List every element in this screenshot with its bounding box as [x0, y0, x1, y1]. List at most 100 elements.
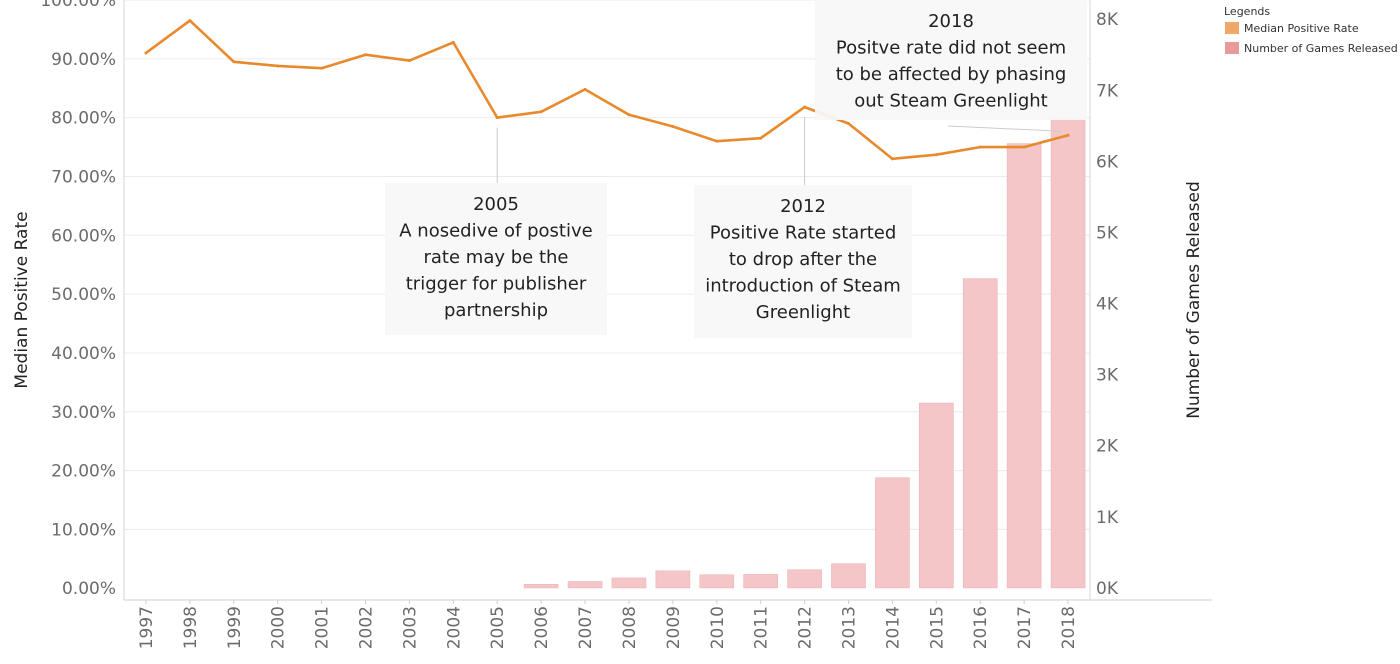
- line-point: [320, 66, 324, 70]
- line-point: [759, 136, 763, 140]
- x-tick-label: 2000: [269, 606, 289, 649]
- x-tick-label: 2018: [1059, 606, 1079, 649]
- annotation-text: Positve rate did not seem: [836, 38, 1066, 59]
- line-point: [451, 40, 455, 44]
- line-point: [144, 51, 148, 55]
- line-point: [1022, 145, 1026, 149]
- left-tick-label: 60.00%: [51, 226, 116, 246]
- annotation-text: introduction of Steam: [705, 276, 901, 297]
- right-tick-label: 5K: [1096, 223, 1119, 243]
- line-point: [407, 59, 411, 63]
- line-point: [890, 157, 894, 161]
- line-point: [188, 19, 192, 23]
- line-point: [934, 153, 938, 157]
- x-tick-label: 2005: [488, 606, 508, 649]
- annotation-text: to drop after the: [729, 249, 877, 270]
- annotation-text: A nosedive of postive: [399, 221, 592, 242]
- right-tick-label: 2K: [1096, 437, 1119, 457]
- right-tick-label: 3K: [1096, 366, 1119, 386]
- line-point: [364, 53, 367, 57]
- legend: Legends Median Positive Rate Number of Gam…: [1224, 5, 1398, 55]
- bar: [1050, 118, 1086, 589]
- annotation-box: [385, 183, 607, 335]
- bar: [611, 577, 647, 589]
- annotation-text: 2012: [780, 196, 826, 217]
- right-tick-label: 0K: [1096, 579, 1119, 599]
- x-tick-label: 2007: [576, 606, 596, 649]
- axes: 0.00% 10.00% 20.00% 30.00% 40.00% 50.00% 60.00…: [12, 0, 1212, 649]
- annotations: 2005 A nosedive of postive rate may be the…: [385, 0, 1087, 338]
- bar: [1006, 143, 1042, 589]
- right-tick-label: 1K: [1096, 508, 1119, 528]
- x-tick-label: 2004: [444, 606, 464, 649]
- line-point: [539, 110, 543, 114]
- annotation-text: 2018: [928, 11, 974, 32]
- left-tick-label: 10.00%: [51, 520, 116, 540]
- annotation-2005: 2005 A nosedive of postive rate may be the…: [385, 183, 607, 335]
- bar: [567, 581, 603, 589]
- line-point: [715, 139, 719, 143]
- left-tick-label: 70.00%: [51, 167, 116, 187]
- right-tick-label: 4K: [1096, 295, 1119, 315]
- left-axis-title: Median Positive Rate: [12, 211, 32, 388]
- annotation-2018: 2018 Positve rate did not seem to be affec…: [815, 0, 1087, 120]
- bar: [787, 569, 822, 589]
- x-tick-label: 2016: [971, 606, 991, 649]
- left-tick-label: 90.00%: [51, 50, 116, 70]
- annotation-leader: [947, 125, 1063, 132]
- x-tick-label: 1997: [137, 606, 157, 649]
- bar: [875, 477, 910, 589]
- line-series: [144, 19, 1070, 161]
- left-tick-label: 100.00%: [40, 0, 116, 11]
- right-axis-title: Number of Games Released: [1184, 181, 1204, 419]
- line-point: [803, 105, 807, 109]
- bar: [523, 584, 559, 589]
- x-tick-label: 2014: [883, 606, 903, 649]
- left-tick-label: 40.00%: [51, 344, 116, 364]
- line-point: [495, 116, 499, 120]
- annotation-text: Positive Rate started: [710, 223, 897, 244]
- line-point: [671, 124, 675, 128]
- right-tick-label: 7K: [1096, 81, 1119, 101]
- x-tick-label: 2002: [357, 606, 377, 649]
- legend-swatch: [1225, 22, 1239, 34]
- annotation-text: out Steam Greenlight: [854, 91, 1047, 112]
- line-point: [583, 87, 587, 91]
- x-tick-label: 2009: [664, 606, 684, 649]
- x-tick-label: 1999: [225, 606, 245, 649]
- line-point: [232, 60, 236, 64]
- annotation-text: trigger for publisher: [406, 274, 587, 295]
- line-point: [847, 122, 850, 126]
- left-tick-label: 50.00%: [51, 285, 116, 305]
- x-tick-label: 2010: [708, 606, 728, 649]
- line-point: [276, 64, 280, 68]
- x-tick-label: 2013: [840, 606, 860, 649]
- x-tick-label: 2008: [620, 606, 640, 649]
- legend-label: Number of Games Released: [1244, 42, 1398, 55]
- bar: [831, 563, 866, 589]
- bar: [655, 570, 691, 589]
- annotation-leaders: [496, 117, 1063, 185]
- x-tick-label: 2001: [313, 606, 333, 649]
- line-path: [144, 19, 1070, 161]
- x-tick-label: 2012: [796, 606, 816, 649]
- annotation-text: partnership: [444, 300, 548, 321]
- x-tick-label: 2011: [752, 606, 772, 649]
- line-point: [1066, 133, 1070, 137]
- bar: [699, 574, 735, 589]
- x-tick-label: 2003: [400, 606, 420, 649]
- bar: [962, 278, 998, 589]
- left-tick-label: 0.00%: [62, 579, 116, 599]
- right-tick-label: 8K: [1096, 10, 1119, 30]
- annotation-text: to be affected by phasing: [836, 64, 1067, 85]
- legend-title: Legends: [1224, 5, 1270, 18]
- left-tick-label: 30.00%: [51, 403, 116, 423]
- line-point: [627, 113, 631, 117]
- legend-swatch: [1225, 42, 1239, 54]
- legend-label: Median Positive Rate: [1244, 22, 1359, 35]
- annotation-text: 2005: [473, 194, 519, 215]
- bar: [743, 574, 778, 589]
- right-tick-label: 6K: [1096, 152, 1119, 172]
